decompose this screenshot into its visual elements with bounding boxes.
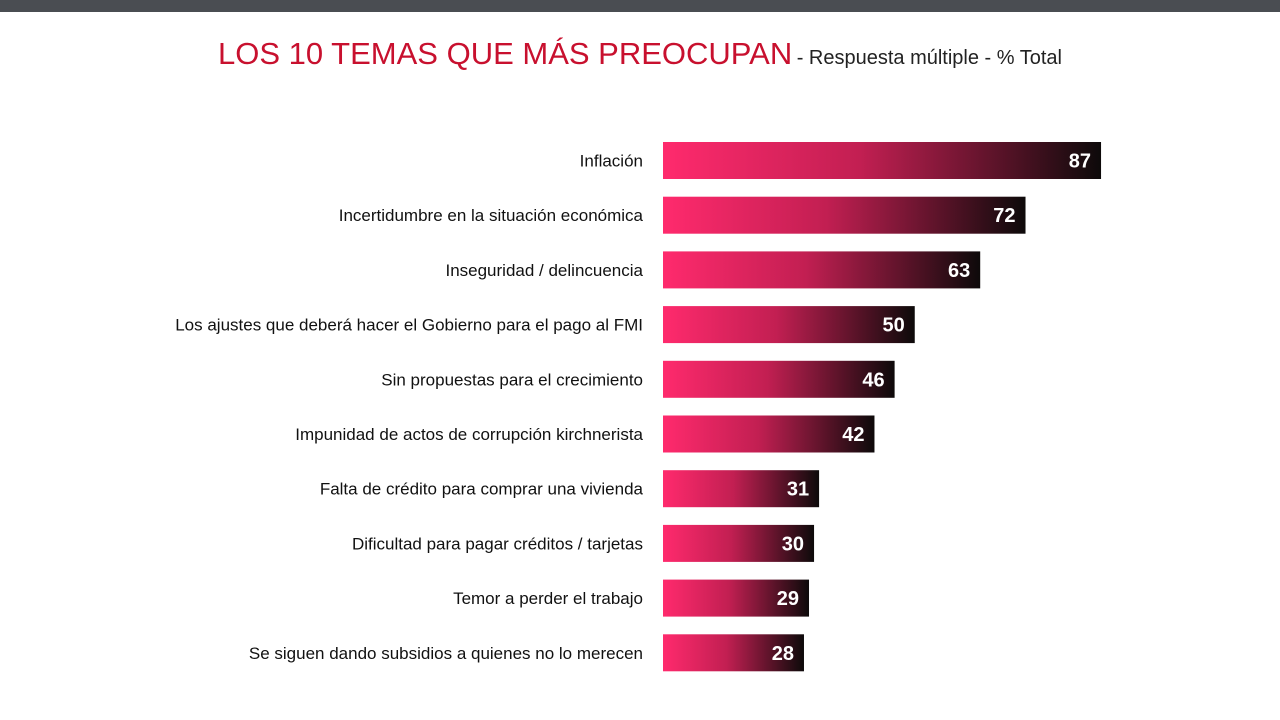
bar xyxy=(663,634,804,672)
category-label: Sin propuestas para el crecimiento xyxy=(381,370,643,389)
bar xyxy=(663,251,981,289)
category-label: Inseguridad / delincuencia xyxy=(445,261,643,280)
bar xyxy=(663,470,820,508)
data-label: 30 xyxy=(782,533,804,555)
bar xyxy=(663,524,815,562)
data-label: 31 xyxy=(787,479,809,501)
data-label: 50 xyxy=(883,315,905,337)
bar xyxy=(663,415,875,453)
data-label: 42 xyxy=(842,424,864,446)
category-label: Dificultad para pagar créditos / tarjeta… xyxy=(352,534,643,553)
category-label: Inflación xyxy=(580,152,643,171)
category-label: Impunidad de actos de corrupción kirchne… xyxy=(295,425,643,444)
chart-subtitle: - Respuesta múltiple - % Total xyxy=(796,47,1062,69)
category-label: Se siguen dando subsidios a quienes no l… xyxy=(249,644,643,663)
data-label: 87 xyxy=(1069,151,1091,173)
bar xyxy=(663,579,810,617)
bar xyxy=(663,360,895,398)
data-label: 46 xyxy=(862,369,884,391)
window-top-bar xyxy=(0,0,1280,12)
category-label: Incertidumbre en la situación económica xyxy=(339,206,644,225)
data-label: 28 xyxy=(772,643,794,665)
data-label: 63 xyxy=(948,260,970,282)
bar xyxy=(663,196,1026,234)
category-label: Falta de crédito para comprar una vivien… xyxy=(320,480,644,499)
chart-title: LOS 10 TEMAS QUE MÁS PREOCUPAN xyxy=(218,36,793,71)
category-label: Los ajustes que deberá hacer el Gobierno… xyxy=(175,316,643,335)
chart-title-block: LOS 10 TEMAS QUE MÁS PREOCUPAN - Respues… xyxy=(0,36,1280,72)
bar xyxy=(663,142,1102,179)
data-label: 72 xyxy=(993,205,1015,227)
data-label: 29 xyxy=(777,588,799,610)
category-label: Temor a perder el trabajo xyxy=(453,589,643,608)
bar xyxy=(663,306,915,344)
